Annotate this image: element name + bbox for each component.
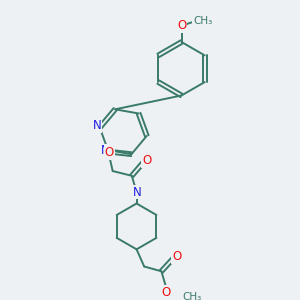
Text: O: O [142,154,152,167]
Text: O: O [105,146,114,159]
Text: N: N [92,119,101,132]
Text: N: N [133,185,142,199]
Text: O: O [172,250,181,263]
Text: O: O [177,19,186,32]
Text: CH₃: CH₃ [193,16,212,26]
Text: O: O [161,286,171,299]
Text: N: N [101,145,110,158]
Text: CH₃: CH₃ [182,292,202,300]
